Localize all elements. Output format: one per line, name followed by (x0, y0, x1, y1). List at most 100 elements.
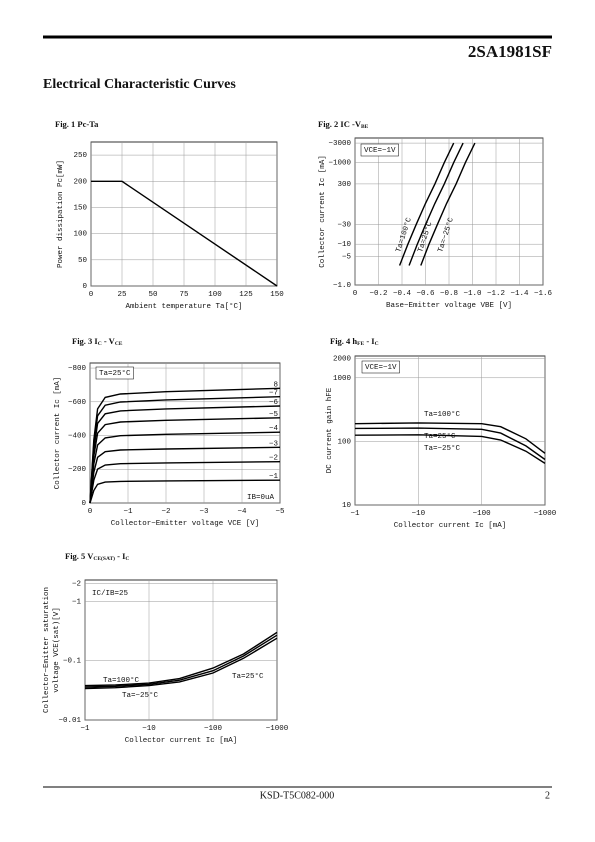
annotation: VCE=−1V (364, 147, 396, 155)
title-subscript: C (98, 341, 102, 347)
curve-label: Ta=100°C (103, 676, 140, 685)
figure-title: Fig. 4 hFE - IC (330, 336, 379, 347)
title-subscript: BE (361, 124, 369, 130)
figure-title: Fig. 5 VCE(SAT) - IC (65, 551, 129, 562)
curve-label: −5 (269, 411, 279, 419)
x-tick-label: −10 (412, 510, 426, 518)
x-tick-label: −1.4 (510, 290, 529, 298)
x-tick-label: −1.2 (487, 290, 505, 298)
curve (354, 422, 546, 454)
curve (89, 417, 281, 504)
curve (89, 387, 281, 504)
curve (89, 479, 281, 504)
x-tick-label: 100 (208, 291, 222, 299)
y-tick-label: 200 (73, 178, 87, 186)
x-tick-label: −1 (350, 510, 360, 518)
part-number: 2SA1981SF (468, 42, 552, 61)
y-tick-label: 1000 (333, 375, 352, 383)
curve-label: Ta=−25°C (122, 691, 159, 700)
curve (84, 637, 278, 690)
curve (89, 446, 281, 504)
plot-frame (84, 579, 278, 721)
curve (89, 431, 281, 504)
curve (91, 180, 278, 287)
x-tick-label: 50 (148, 291, 158, 299)
x-tick-label: −1000 (266, 725, 289, 733)
page-number: 2 (545, 790, 550, 801)
y-axis-label: DC current gain hFE (326, 387, 334, 473)
curve (89, 461, 281, 504)
y-tick-label: 10 (342, 502, 352, 510)
y-tick-label: −200 (68, 466, 87, 474)
annotation-box (360, 143, 399, 157)
y-axis-label: Collector−Emitter saturation (43, 587, 51, 713)
curve-label: −3 (269, 440, 279, 448)
x-tick-label: −1 (80, 725, 90, 733)
curve-label: −7 (269, 390, 278, 398)
x-tick-label: −0.4 (393, 290, 412, 298)
curve-label: Ta=25°C (232, 672, 264, 681)
title-part: Fig. 4 h (330, 336, 357, 346)
y-tick-label: 250 (73, 152, 87, 160)
y-axis-label: Collector current Ic [mA] (54, 377, 62, 490)
x-tick-label: 25 (117, 291, 127, 299)
y-tick-label: 100 (337, 438, 351, 446)
curve-label: Ta=25°C (424, 432, 456, 441)
y-tick-label: −1000 (328, 160, 351, 168)
curve-label: Ta=100°C (394, 216, 414, 253)
x-tick-label: −1000 (534, 510, 557, 518)
curve-label: Ta=100°C (424, 410, 461, 419)
x-tick-label: −1 (123, 508, 133, 516)
doc-number: KSD-T5C082-000 (260, 790, 334, 801)
annotation-box (361, 360, 400, 374)
title-subscript: FE (357, 341, 364, 347)
title-subscript: CE(SAT) (93, 555, 115, 562)
x-axis-label: Collector current Ic [mA] (394, 522, 507, 530)
y-tick-label: −600 (68, 399, 87, 407)
y-axis-label: Power dissipation Pc[mW] (57, 160, 65, 268)
x-axis-label: Base−Emitter voltage VBE [V] (386, 302, 512, 310)
curve-label: 8 (273, 381, 278, 389)
title-part: - I (115, 551, 126, 561)
section-title: Electrical Characteristic Curves (43, 77, 236, 92)
title-part: - V (102, 336, 116, 346)
curve (84, 631, 278, 687)
y-tick-label: 50 (78, 257, 88, 265)
curve (398, 142, 455, 266)
annotation: IC/IB=25 (92, 590, 129, 598)
figure-title: Fig. 3 IC - VCE (72, 336, 123, 347)
x-tick-label: 125 (239, 291, 253, 299)
x-tick-label: −100 (473, 510, 492, 518)
y-tick-label: −800 (68, 365, 87, 373)
y-axis-label: Collector current Ic [mA] (319, 155, 327, 268)
title-part: - I (364, 336, 375, 346)
y-tick-label: −1.0 (333, 282, 352, 290)
y-tick-label: 2000 (333, 356, 352, 364)
x-axis-label: Ambient temperature Ta[°C] (125, 302, 242, 311)
x-tick-label: 75 (179, 291, 189, 299)
x-tick-label: 150 (270, 291, 284, 299)
title-part: Fig. 2 IC -V (318, 119, 362, 129)
y-tick-label: −2 (72, 581, 81, 589)
y-tick-label: −0.01 (58, 717, 81, 725)
x-tick-label: −3 (199, 508, 209, 516)
x-tick-label: −0.8 (440, 290, 458, 298)
x-tick-label: 0 (353, 290, 358, 298)
curve (354, 427, 546, 461)
x-tick-label: 0 (88, 508, 93, 516)
y-tick-label: −30 (337, 222, 351, 230)
curve-label: −2 (269, 455, 278, 463)
figure-title: Fig. 2 IC -VBE (318, 119, 369, 130)
x-tick-label: −4 (237, 508, 247, 516)
x-tick-label: −5 (275, 508, 285, 516)
x-axis-label: Collector−Emitter voltage VCE [V] (111, 520, 260, 528)
curve-label: −6 (269, 399, 279, 407)
annotation: IB=0uA (247, 494, 275, 502)
y-tick-label: 150 (73, 204, 87, 212)
title-part: Fig. 1 Pc-Ta (55, 119, 99, 129)
curve-label: Ta=−25°C (424, 444, 461, 453)
curve (420, 142, 476, 266)
title-part: Fig. 3 I (72, 336, 98, 346)
x-tick-label: 0 (89, 291, 94, 299)
